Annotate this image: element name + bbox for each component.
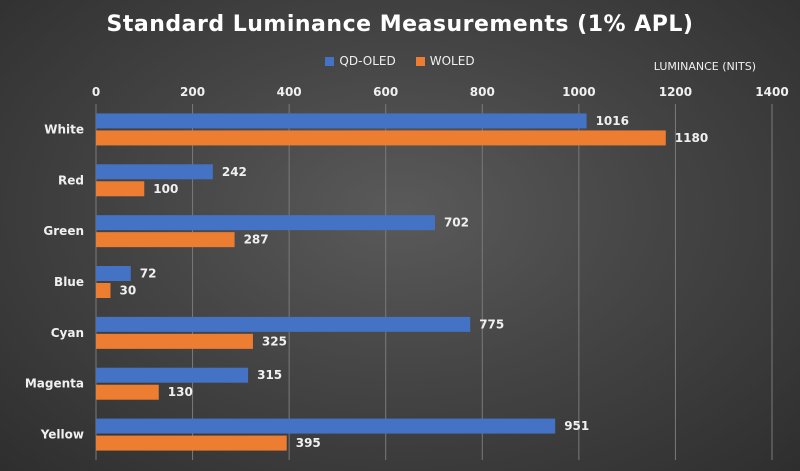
bar-qd-oled-yellow xyxy=(96,418,556,434)
data-label-qd-oled-red: 242 xyxy=(222,165,247,179)
bar-woled-green xyxy=(96,232,235,248)
data-label-woled-cyan: 325 xyxy=(262,334,287,348)
bar-qd-oled-magenta xyxy=(96,367,249,383)
chart-legend: QD-OLED WOLED xyxy=(0,54,800,68)
legend-label-woled: WOLED xyxy=(429,54,475,68)
bar-qd-oled-red xyxy=(96,164,213,180)
legend-item-woled: WOLED xyxy=(415,54,475,68)
data-label-qd-oled-yellow: 951 xyxy=(564,419,589,433)
category-label-white: White xyxy=(44,122,84,136)
legend-label-qd-oled: QD-OLED xyxy=(339,54,396,68)
bar-woled-white xyxy=(96,130,666,146)
data-label-woled-red: 100 xyxy=(153,182,178,196)
x-tick-label-0: 0 xyxy=(92,85,100,99)
data-label-qd-oled-cyan: 775 xyxy=(479,317,504,331)
bar-woled-yellow xyxy=(96,435,287,451)
bar-qd-oled-blue xyxy=(96,266,131,281)
bar-woled-cyan xyxy=(96,333,253,349)
x-tick-label-800: 800 xyxy=(470,85,495,99)
x-tick-label-1400: 1400 xyxy=(755,85,788,99)
bar-qd-oled-white xyxy=(96,113,587,129)
x-tick-label-1000: 1000 xyxy=(562,85,595,99)
bar-woled-blue xyxy=(96,283,111,298)
bar-woled-magenta xyxy=(96,384,159,400)
legend-swatch-woled xyxy=(415,56,425,66)
data-label-qd-oled-magenta: 315 xyxy=(257,368,282,382)
category-label-cyan: Cyan xyxy=(51,326,84,340)
data-label-qd-oled-white: 1016 xyxy=(596,114,629,128)
x-tick-label-400: 400 xyxy=(277,85,302,99)
category-label-magenta: Magenta xyxy=(25,377,84,391)
data-label-woled-magenta: 130 xyxy=(168,385,193,399)
category-label-yellow: Yellow xyxy=(40,428,84,442)
x-tick-label-200: 200 xyxy=(180,85,205,99)
data-label-woled-yellow: 395 xyxy=(296,436,321,450)
data-label-qd-oled-blue: 72 xyxy=(140,267,157,281)
bar-qd-oled-green xyxy=(96,215,435,231)
legend-item-qd-oled: QD-OLED xyxy=(325,54,396,68)
bar-woled-red xyxy=(96,181,145,197)
category-label-red: Red xyxy=(58,173,84,187)
x-axis-label: LUMINANCE (NITS) xyxy=(653,60,756,73)
chart-title: Standard Luminance Measurements (1% APL) xyxy=(106,12,694,37)
category-label-blue: Blue xyxy=(54,275,84,289)
data-label-woled-blue: 30 xyxy=(119,284,136,298)
data-label-qd-oled-green: 702 xyxy=(444,216,469,230)
data-label-woled-white: 1180 xyxy=(675,131,708,145)
bar-qd-oled-cyan xyxy=(96,316,471,332)
x-tick-label-600: 600 xyxy=(373,85,398,99)
category-label-green: Green xyxy=(43,224,84,238)
legend-swatch-qd-oled xyxy=(325,56,335,66)
x-tick-label-1200: 1200 xyxy=(659,85,692,99)
data-label-woled-green: 287 xyxy=(244,233,269,247)
